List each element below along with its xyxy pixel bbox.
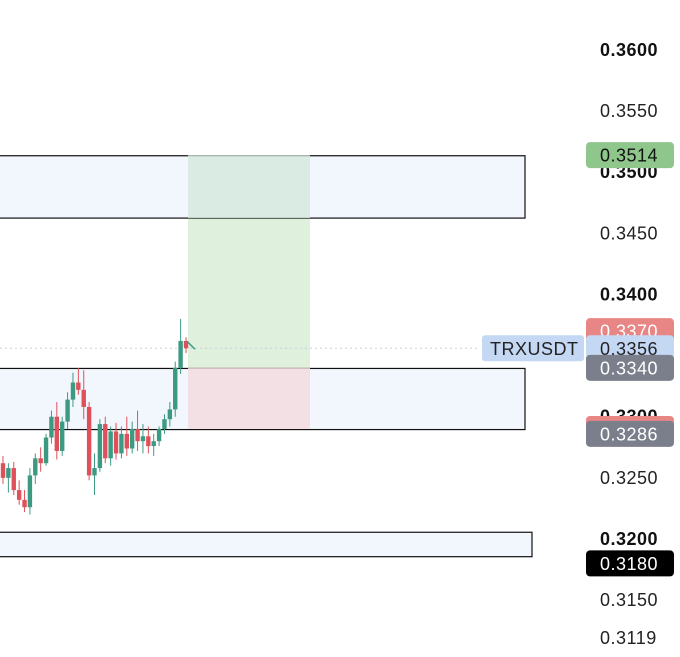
y-axis-tick-label: 0.3119 bbox=[600, 628, 657, 648]
zone-rectangle[interactable] bbox=[0, 531, 533, 558]
candle-body[interactable] bbox=[43, 437, 49, 464]
candle-body[interactable] bbox=[156, 428, 162, 442]
candle-body[interactable] bbox=[97, 424, 103, 469]
candle-body[interactable] bbox=[11, 468, 16, 491]
price-badge-label: 0.3340 bbox=[600, 358, 658, 378]
candle-body[interactable] bbox=[92, 468, 97, 476]
y-axis-tick-label: 0.3450 bbox=[600, 223, 658, 243]
candle-body[interactable] bbox=[178, 340, 183, 368]
candle-body[interactable] bbox=[151, 441, 156, 447]
price-badge-label: 0.3286 bbox=[600, 424, 658, 444]
y-axis-tick-label: 0.3150 bbox=[600, 590, 658, 610]
candle-body[interactable] bbox=[76, 382, 81, 390]
candle-body[interactable] bbox=[60, 421, 65, 451]
candle-body[interactable] bbox=[140, 436, 146, 442]
candle-body[interactable] bbox=[0, 463, 6, 478]
candle-body[interactable] bbox=[183, 340, 189, 349]
y-axis-tick-label: 0.3400 bbox=[600, 284, 658, 304]
candle-body[interactable] bbox=[70, 382, 76, 400]
candle-body[interactable] bbox=[129, 428, 135, 449]
candle-body[interactable] bbox=[167, 409, 173, 420]
candle-body[interactable] bbox=[33, 458, 38, 476]
price-badge-label: 0.3180 bbox=[600, 554, 658, 574]
price-badge-label: 0.3356 bbox=[600, 339, 658, 359]
y-axis-tick-label: 0.3250 bbox=[600, 468, 658, 488]
candle-body[interactable] bbox=[27, 475, 33, 508]
candle-body[interactable] bbox=[124, 433, 129, 449]
candle-body[interactable] bbox=[49, 416, 54, 438]
candle-body[interactable] bbox=[6, 468, 11, 478]
candle-body[interactable] bbox=[119, 433, 124, 454]
price-badge[interactable] bbox=[586, 335, 674, 362]
price-badge[interactable] bbox=[586, 142, 674, 169]
candle-body[interactable] bbox=[103, 424, 108, 459]
symbol-badge[interactable] bbox=[482, 335, 584, 362]
y-axis-tick-label: 0.3200 bbox=[600, 529, 658, 549]
price-badge-label: 0.3514 bbox=[600, 146, 658, 166]
candle-body[interactable] bbox=[108, 431, 113, 459]
candle-body[interactable] bbox=[146, 436, 151, 447]
price-badge[interactable] bbox=[586, 550, 674, 577]
candle-body[interactable] bbox=[86, 406, 92, 476]
symbol-badge-label: TRXUSDT bbox=[490, 339, 579, 359]
price-badge[interactable] bbox=[586, 420, 674, 447]
candle-body[interactable] bbox=[173, 367, 178, 410]
candle-body[interactable] bbox=[38, 458, 43, 464]
y-axis-tick-label: 0.3600 bbox=[600, 40, 658, 60]
candle-body[interactable] bbox=[54, 416, 60, 451]
price-arrow-icon bbox=[186, 340, 196, 350]
position-loss-overlap bbox=[188, 367, 310, 429]
candle-body[interactable] bbox=[113, 431, 119, 454]
price-badge[interactable] bbox=[586, 354, 674, 381]
candle-body[interactable] bbox=[16, 490, 22, 500]
candle-body[interactable] bbox=[162, 419, 167, 429]
y-axis-tick-label: 0.3550 bbox=[600, 101, 658, 121]
candle-body[interactable] bbox=[65, 399, 70, 422]
candle-body[interactable] bbox=[22, 499, 27, 508]
candle-body[interactable] bbox=[135, 428, 140, 442]
candle-body[interactable] bbox=[81, 389, 86, 407]
position-profit-overlap bbox=[188, 155, 310, 219]
